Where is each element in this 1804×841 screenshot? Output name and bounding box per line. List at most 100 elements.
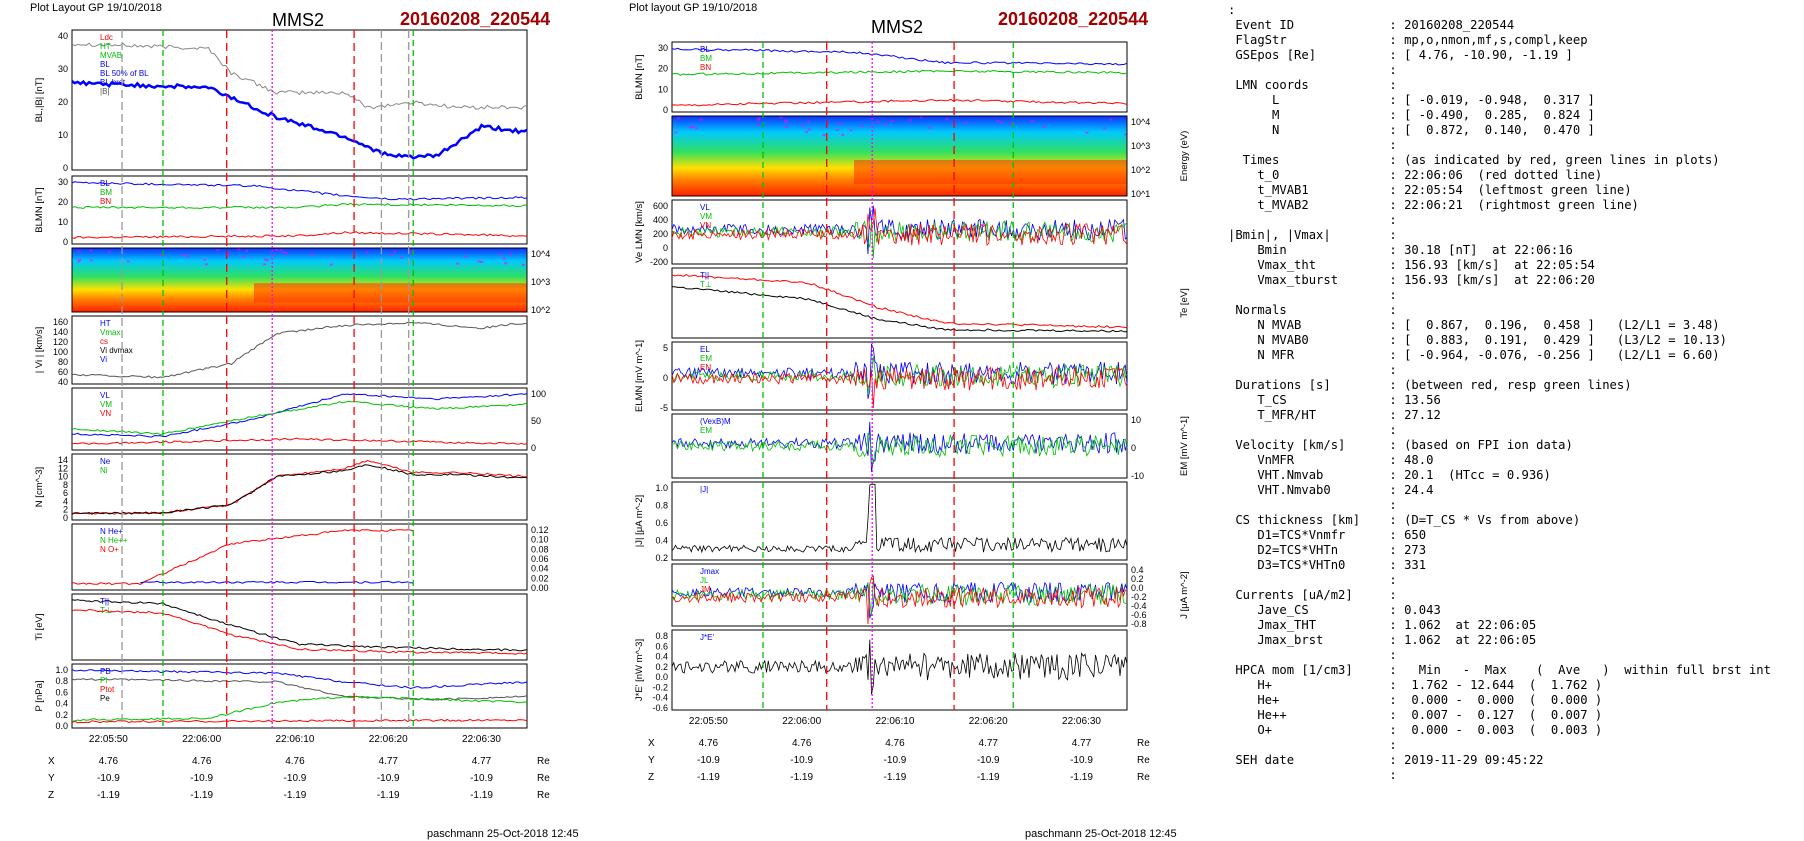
spectrogram-speckle (964, 121, 968, 124)
y-tick-label: 0.00 (531, 583, 549, 593)
panel-frame (671, 413, 1128, 479)
spectrogram-speckle (186, 255, 190, 258)
position-value: 4.76 (99, 756, 119, 767)
spectrogram-speckle (1009, 122, 1013, 125)
x-tick-label: 22:06:20 (969, 716, 1008, 727)
y-tick-label: 10 (58, 472, 68, 482)
y-tick-label: 30 (658, 43, 668, 53)
panel-frame (671, 115, 1128, 197)
info-line: Jmax_THT : 1.062 at 22:06:05 (1228, 618, 1537, 632)
y-tick-label: 10^3 (531, 277, 550, 287)
info-line: D2=TCS*VHTn : 273 (1228, 543, 1427, 557)
info-line: Event ID : 20160208_220544 (1228, 18, 1515, 32)
y-tick-label: 20 (58, 197, 68, 207)
y-tick-label: 100 (53, 347, 68, 357)
spectrogram-speckle (263, 263, 267, 266)
panel-frame (71, 593, 528, 661)
y-tick-label: 0 (663, 373, 668, 383)
y-tick-label: 5 (663, 343, 668, 353)
position-value: -10.9 (97, 773, 120, 784)
position-row-label: Y (648, 755, 655, 766)
y-tick-label: 1.0 (55, 665, 68, 675)
position-value: 4.76 (885, 738, 905, 749)
spectrogram-speckle (801, 124, 805, 127)
trace--vi- (71, 321, 527, 379)
position-value: -10.9 (377, 773, 400, 784)
y-tick-label: 0.8 (55, 676, 68, 686)
position-unit: Re (537, 790, 550, 800)
spectrogram-speckle (822, 134, 826, 137)
panel-frame (71, 29, 528, 171)
spectrogram-speckle (884, 123, 888, 126)
legend-entry: Vi dvmax (100, 346, 133, 355)
legend-entry: N He++ (100, 536, 128, 545)
y-axis-label: | Vi | [km/s] (34, 327, 45, 373)
info-line: T_MFR/HT : 27.12 (1228, 408, 1441, 422)
trace-series-0 (671, 639, 1128, 695)
position-value: -10.9 (284, 773, 307, 784)
info-line: He++ : 0.007 - 0.127 ( 0.007 ) (1228, 708, 1603, 722)
legend-entry: Ldc (100, 33, 113, 42)
y-axis-label: Ve LMN [km/s] (634, 201, 645, 263)
position-value: -10.9 (790, 755, 813, 766)
trace-series-2 (671, 574, 1128, 625)
y-tick-label: 2 (63, 505, 68, 515)
info-line: t_MVAB2 : 22:06:21 (rightmost green line… (1228, 198, 1639, 212)
spectrogram-speckle (237, 248, 241, 251)
legend-entry: Ptot (100, 685, 115, 694)
trace-pb (71, 668, 528, 690)
spectrogram-speckle (807, 128, 811, 131)
y-tick-label: -0.8 (1131, 619, 1147, 629)
legend-entry: T|| (700, 271, 709, 280)
position-row-label: Z (648, 772, 654, 783)
spectrogram-speckle (107, 250, 111, 253)
y-tick-label: 0.8 (655, 501, 668, 511)
y-axis-label: N [cm^-3] (34, 467, 45, 507)
info-line: : (1228, 213, 1397, 227)
position-value: 4.77 (378, 756, 398, 767)
y-tick-label: 140 (53, 327, 68, 337)
spectrogram-hot-region (854, 160, 1127, 184)
legend-entry: BM (700, 54, 712, 63)
spectrogram-speckle (784, 119, 788, 122)
spectrogram-speckle (264, 258, 268, 261)
trace-bm (71, 202, 528, 210)
legend-entry: J*E' (700, 633, 714, 642)
position-unit: Re (1137, 755, 1150, 766)
info-line: L : [ -0.019, -0.948, 0.317 ] (1228, 93, 1595, 107)
spectrogram-speckle (78, 258, 82, 261)
legend-entry: N O+ (100, 545, 119, 554)
spectrogram-speckle (77, 260, 81, 263)
trace-series-2 (671, 365, 1128, 409)
legend-entry: Ni (100, 466, 108, 475)
info-line: VnMFR : 48.0 (1228, 453, 1434, 467)
trace-series-0 (671, 483, 1128, 554)
y-tick-label: 0.0 (55, 721, 68, 731)
spectrogram-speckle (838, 122, 842, 125)
y-tick-label: 0.4 (1131, 565, 1144, 575)
y-tick-label: 0.0 (1131, 583, 1144, 593)
trace-series-1 (671, 432, 1128, 464)
left-plot-layout-label: Plot Layout GP 19/10/2018 (30, 2, 162, 14)
info-line: N MFR : [ -0.964, -0.076, -0.256 ] (L2/L… (1228, 348, 1720, 362)
spectrogram-speckle (891, 119, 895, 122)
legend-entry: VM (100, 400, 112, 409)
trace-ptot (71, 678, 528, 701)
info-line: Jave_CS : 0.043 (1228, 603, 1441, 617)
right-plot-title: MMS2 (871, 17, 924, 37)
spectrogram-speckle (400, 256, 404, 259)
position-value: 4.76 (285, 756, 305, 767)
y-tick-label: 10 (1131, 415, 1141, 425)
position-value: -1.19 (790, 772, 813, 783)
legend-entry: EM (700, 426, 712, 435)
y-tick-label: 0.8 (655, 631, 668, 641)
y-tick-label: 0 (63, 163, 68, 173)
legend-entry: HT (100, 319, 111, 328)
y-tick-label: -0.2 (652, 682, 668, 692)
legend-entry: T⊥ (100, 606, 112, 615)
y-tick-label: 10 (658, 84, 668, 94)
y-tick-label: 20 (58, 97, 68, 107)
y-axis-label: Te [eV] (1179, 288, 1190, 318)
info-line: Currents [uA/m2] : (1228, 588, 1397, 602)
panel-frame (671, 563, 1128, 627)
